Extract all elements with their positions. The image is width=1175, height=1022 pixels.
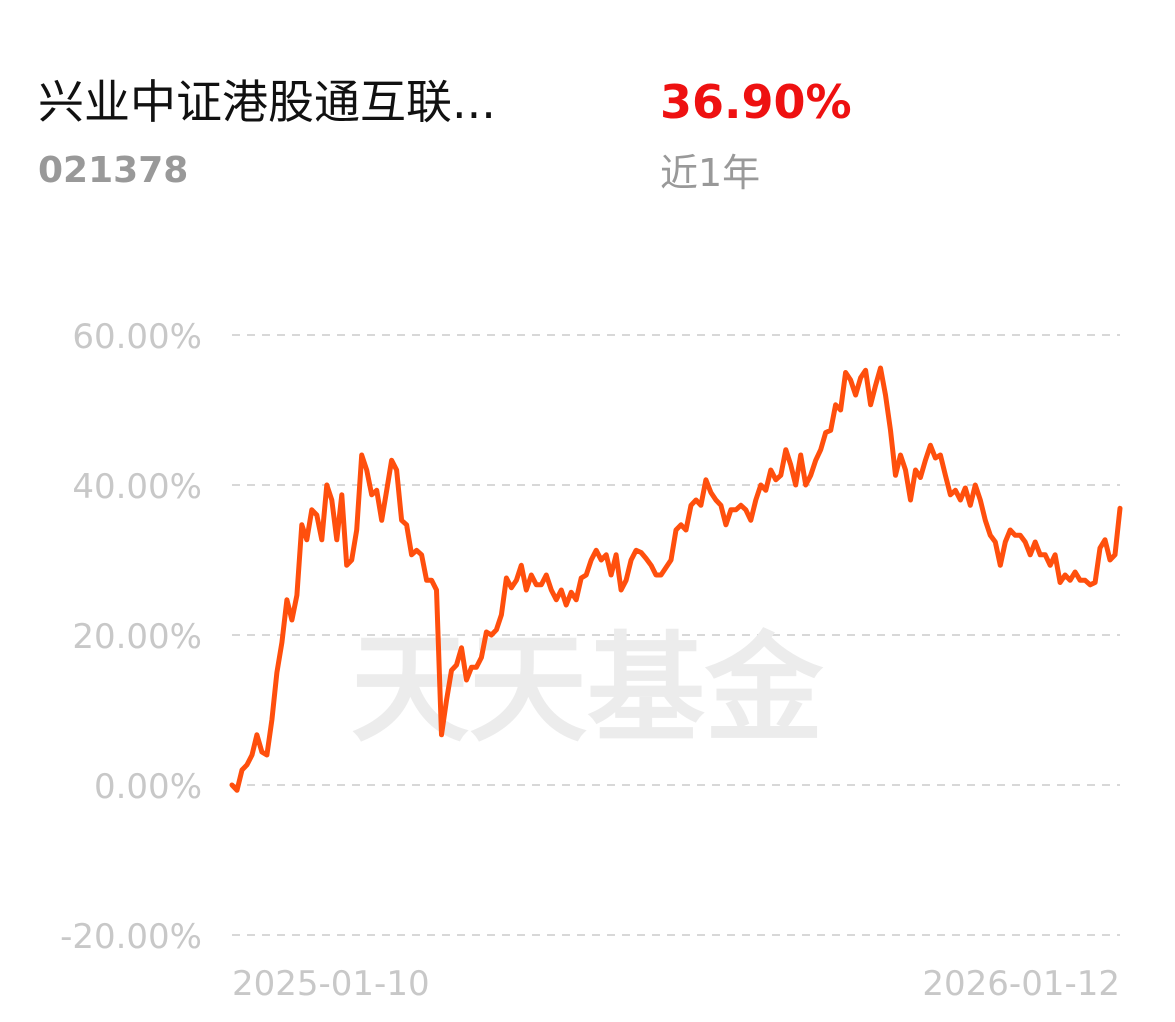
y-tick-label: 20.00% <box>72 617 202 657</box>
return-value: 36.90% <box>660 75 852 129</box>
return-period: 近1年 <box>660 151 760 195</box>
x-tick-label: 2025-01-10 <box>232 964 430 1004</box>
line <box>229 365 1123 793</box>
fund-code: 021378 <box>38 150 188 191</box>
watermark: 天天基金 <box>351 620 824 758</box>
y-tick-label: 60.00% <box>72 317 202 357</box>
y-tick-label: 40.00% <box>72 467 202 507</box>
fund-name: 兴业中证港股通互联... <box>38 75 496 129</box>
y-tick-label: 0.00% <box>94 767 202 807</box>
y-tick-label: -20.00% <box>60 917 202 957</box>
x-tick-label: 2026-01-12 <box>922 964 1120 1004</box>
